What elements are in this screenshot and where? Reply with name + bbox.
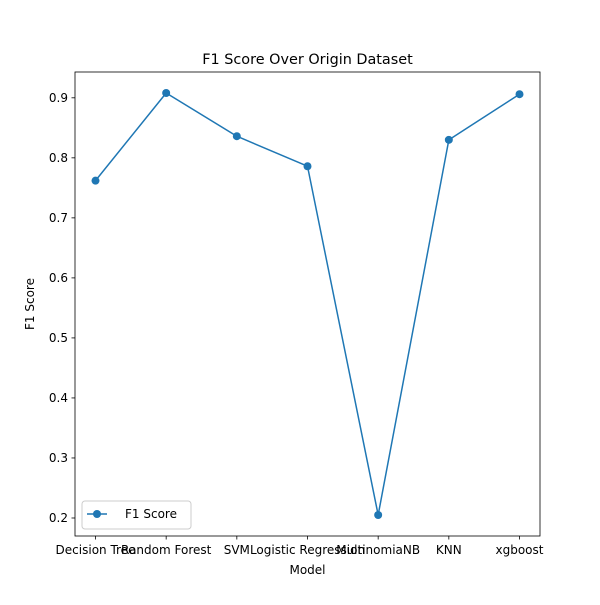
series-layer [91,89,524,519]
series-line [94,92,520,516]
x-tick-label: MultinomiaNB [336,543,420,557]
data-point [232,132,241,141]
x-tick-label: xgboost [496,543,544,557]
data-point [303,162,312,171]
x-tick-label: Logistic Regression [250,543,365,557]
plot-frame [74,71,541,537]
legend: F1 Score [81,500,192,530]
x-tick-label: Decision Tree [56,543,136,557]
data-point [162,89,171,98]
x-tick-label: KNN [436,543,462,557]
y-tick-label: 0.9 [49,91,68,105]
data-point [91,176,100,185]
y-axis-label: F1 Score [23,278,37,330]
data-point [374,510,383,519]
legend-box [81,500,192,530]
x-axis-label: Model [289,563,325,577]
legend-label: F1 Score [125,507,177,521]
y-axis: 0.2 0.3 0.4 0.5 0.6 0.7 0.8 0.9 [49,91,75,525]
x-tick-label: Random Forest [121,543,212,557]
y-tick-label: 0.8 [49,151,68,165]
y-tick-label: 0.6 [49,271,68,285]
data-point [515,90,524,99]
data-point [444,135,453,144]
legend-marker-swatch [93,510,101,518]
y-tick-label: 0.4 [49,391,68,405]
y-tick-label: 0.7 [49,211,68,225]
x-tick-label: SVM [224,543,250,557]
chart-title: F1 Score Over Origin Dataset [202,52,413,68]
y-tick-label: 0.5 [49,331,68,345]
y-tick-label: 0.2 [49,511,68,525]
y-tick-label: 0.3 [49,451,68,465]
